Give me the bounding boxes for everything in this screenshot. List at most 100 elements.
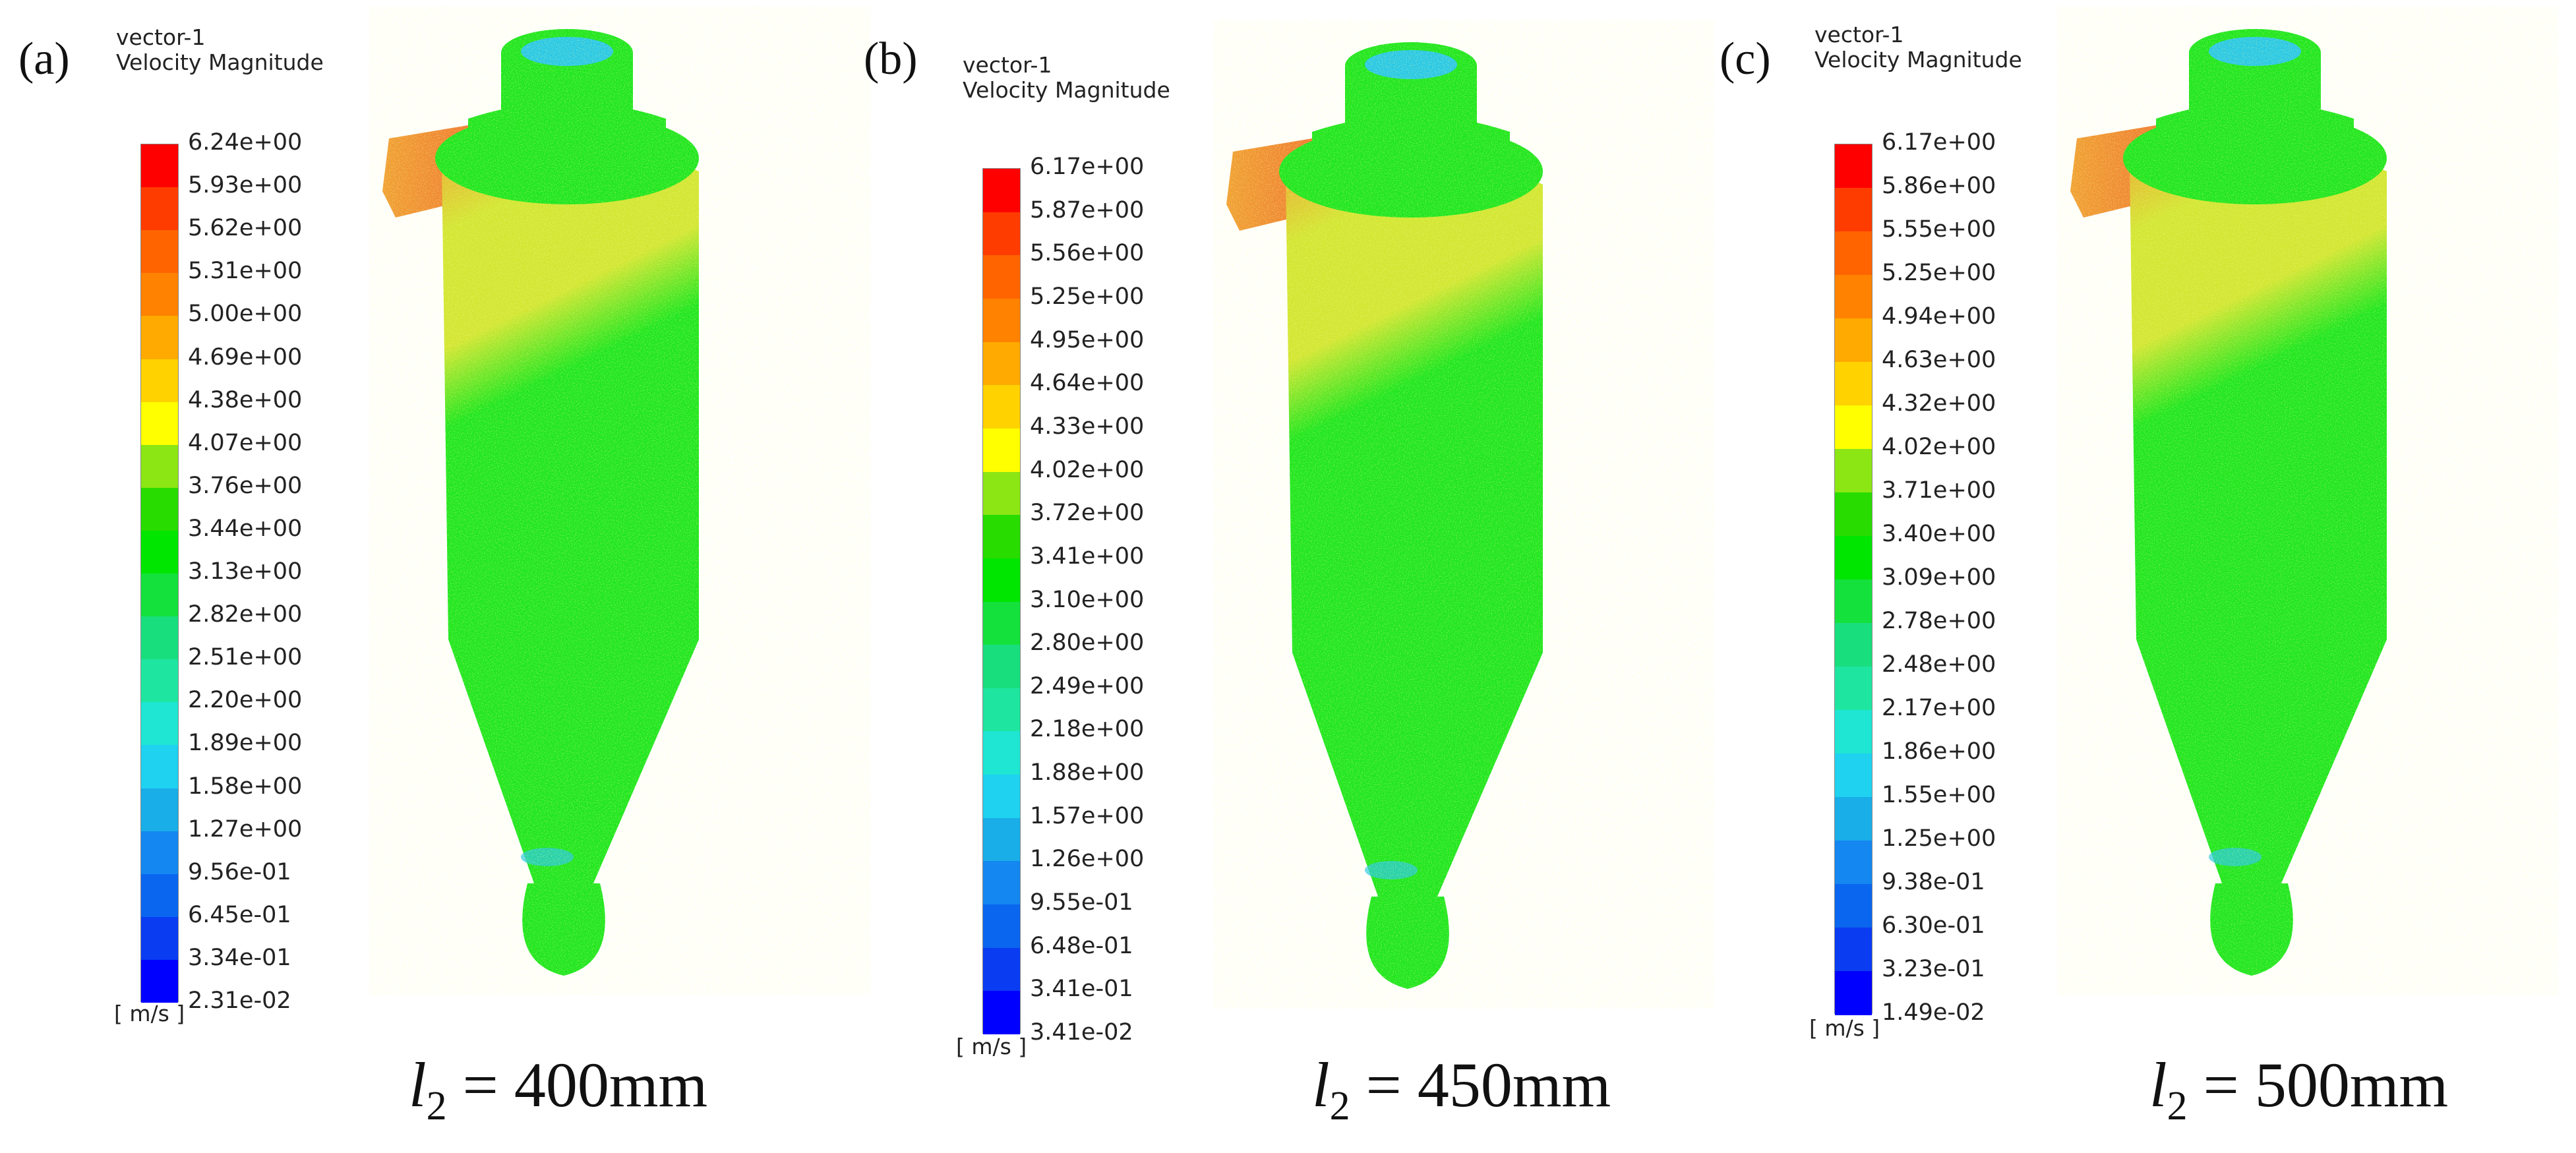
colorbar-tick-label: 5.00e+00 <box>188 301 303 328</box>
colorbar-band <box>141 487 178 531</box>
colorbar-tick-label: 4.32e+00 <box>1882 390 1996 417</box>
colorbar-tick-label: 2.82e+00 <box>188 601 303 628</box>
colorbar-tick-label: 6.48e-01 <box>1030 932 1133 959</box>
colorbar-band <box>1835 318 1872 363</box>
colorbar-band <box>1835 144 1872 189</box>
colorbar-band <box>983 861 1020 905</box>
colorbar-band <box>141 959 178 1003</box>
colorbar-tick-label: 5.87e+00 <box>1030 196 1145 223</box>
colorbar-tick-label: 3.41e+00 <box>1030 543 1145 570</box>
colorbar-tick-label: 3.10e+00 <box>1030 586 1145 613</box>
cyclone-vector-plot <box>369 7 870 995</box>
colorbar-tick-label: 3.13e+00 <box>188 558 303 585</box>
caption-symbol: l <box>409 1050 427 1120</box>
colorbar-band <box>1835 231 1872 276</box>
colorbar-tick-label: 4.33e+00 <box>1030 413 1145 440</box>
colorbar-band <box>1835 623 1872 667</box>
panel-label: (c) <box>1720 34 1771 84</box>
colorbar-band <box>141 144 178 188</box>
cyclone-vector-plot <box>1213 20 1714 1009</box>
colorbar-band <box>141 359 178 403</box>
colorbar-band <box>1835 971 1872 1015</box>
colorbar-tick-label: 2.18e+00 <box>1030 716 1145 743</box>
colorbar-tick-label: 9.38e-01 <box>1882 869 1985 895</box>
colorbar-tick-label: 3.76e+00 <box>188 472 303 499</box>
colorbar-band <box>1835 579 1872 624</box>
panel-a: (a) vector-1 Velocity Magnitude 6.24e+00… <box>0 0 870 1153</box>
colorbar-tick-label: 1.88e+00 <box>1030 759 1145 786</box>
colorbar-band <box>983 515 1020 559</box>
colorbar-band <box>983 904 1020 949</box>
colorbar-strip <box>1834 144 1872 1015</box>
colorbar-tick-label: 5.25e+00 <box>1030 283 1145 310</box>
colorbar-band <box>1835 405 1872 450</box>
colorbar-tick-label: 2.49e+00 <box>1030 672 1145 699</box>
colorbar-tick-label: 5.62e+00 <box>188 215 303 242</box>
colorbar-strip <box>982 168 1021 1035</box>
colorbar-band <box>1835 797 1872 841</box>
caption-subscript: 2 <box>2167 1084 2188 1129</box>
colorbar-band <box>983 428 1020 473</box>
colorbar-tick-label: 5.56e+00 <box>1030 240 1145 267</box>
colorbar-tick-label: 1.58e+00 <box>188 773 303 800</box>
colorbar-band <box>1835 841 1872 885</box>
panel-b: (b) vector-1 Velocity Magnitude 6.17e+00… <box>857 0 1714 1153</box>
colorbar-band <box>983 601 1020 645</box>
colorbar-band <box>141 530 178 574</box>
caption-subscript: 2 <box>426 1084 447 1129</box>
caption: l2 = 450mm <box>1312 1048 1611 1130</box>
colorbar-tick-label: 3.41e-01 <box>1030 976 1133 1003</box>
colorbar-tick-label: 1.49e-02 <box>1882 999 1985 1026</box>
colorbar-band <box>141 702 178 746</box>
colorbar-tick-label: 4.95e+00 <box>1030 326 1145 353</box>
colorbar-band <box>1835 666 1872 711</box>
colorbar-tick-label: 1.57e+00 <box>1030 802 1145 829</box>
colorbar-tick-label: 5.93e+00 <box>188 172 303 199</box>
caption-subscript: 2 <box>1329 1084 1350 1129</box>
colorbar: 6.17e+00 5.86e+00 5.55e+00 5.25e+00 4.94e+00… <box>1809 129 2072 1041</box>
colorbar-band <box>1835 754 1872 798</box>
colorbar-band <box>983 255 1020 299</box>
colorbar-tick-label: 3.71e+00 <box>1882 477 1996 504</box>
colorbar-tick-label: 5.25e+00 <box>1882 260 1996 286</box>
colorbar-tick-label: 3.40e+00 <box>1882 521 1996 547</box>
colorbar-tick-label: 6.17e+00 <box>1030 154 1145 180</box>
colorbar-band <box>141 788 178 832</box>
colorbar-band <box>1835 362 1872 406</box>
colorbar-tick-label: 4.07e+00 <box>188 429 303 456</box>
colorbar: 6.17e+00 5.87e+00 5.56e+00 5.25e+00 4.95e+00… <box>956 154 1220 1065</box>
colorbar-band <box>983 817 1020 862</box>
colorbar-band <box>1835 188 1872 232</box>
colorbar-band <box>141 873 178 918</box>
colorbar-band <box>141 831 178 875</box>
quantity-name: Velocity Magnitude <box>116 49 324 75</box>
colorbar-band <box>983 731 1020 775</box>
colorbar-strip <box>140 144 179 1003</box>
colorbar-band <box>1835 536 1872 580</box>
colorbar-band <box>1835 928 1872 972</box>
colorbar-tick-label: 1.89e+00 <box>188 730 303 757</box>
vector-title: vector-1 Velocity Magnitude <box>116 25 324 75</box>
colorbar-band <box>1835 275 1872 319</box>
colorbar-tick-label: 4.63e+00 <box>1882 347 1996 373</box>
colorbar-band <box>983 385 1020 429</box>
quantity-name: Velocity Magnitude <box>1814 47 2022 73</box>
colorbar-tick-label: 5.31e+00 <box>188 258 303 285</box>
colorbar-band <box>141 230 178 274</box>
colorbar-band <box>141 616 178 660</box>
colorbar-tick-label: 1.55e+00 <box>1882 782 1996 808</box>
cyclone-vector-plot <box>2057 7 2558 995</box>
colorbar-band <box>141 187 178 231</box>
colorbar-band <box>1835 492 1872 537</box>
colorbar-band <box>983 947 1020 991</box>
panel-label: (a) <box>18 34 70 84</box>
unit-label: [ m/s ] <box>1809 1015 1880 1041</box>
colorbar-tick-label: 6.17e+00 <box>1882 129 1996 156</box>
colorbar-tick-label: 6.24e+00 <box>188 129 303 156</box>
caption: l2 = 400mm <box>409 1048 707 1130</box>
colorbar-tick-label: 1.27e+00 <box>188 815 303 843</box>
colorbar-tick-label: 6.30e-01 <box>1882 912 1985 939</box>
vector-title: vector-1 Velocity Magnitude <box>1814 22 2022 73</box>
colorbar-tick-label: 3.44e+00 <box>188 515 303 542</box>
colorbar-tick-label: 9.55e-01 <box>1030 889 1133 916</box>
